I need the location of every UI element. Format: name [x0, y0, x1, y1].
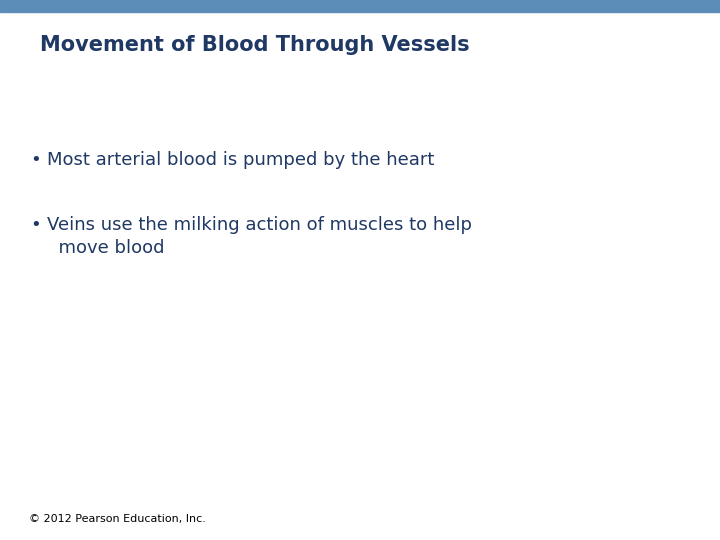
Text: •: • — [30, 216, 41, 234]
Text: •: • — [30, 151, 41, 169]
Text: © 2012 Pearson Education, Inc.: © 2012 Pearson Education, Inc. — [29, 514, 206, 524]
Text: Most arterial blood is pumped by the heart: Most arterial blood is pumped by the hea… — [47, 151, 434, 169]
Text: Movement of Blood Through Vessels: Movement of Blood Through Vessels — [40, 35, 469, 55]
Bar — [0, 0, 720, 12]
Text: Veins use the milking action of muscles to help
  move blood: Veins use the milking action of muscles … — [47, 216, 472, 257]
